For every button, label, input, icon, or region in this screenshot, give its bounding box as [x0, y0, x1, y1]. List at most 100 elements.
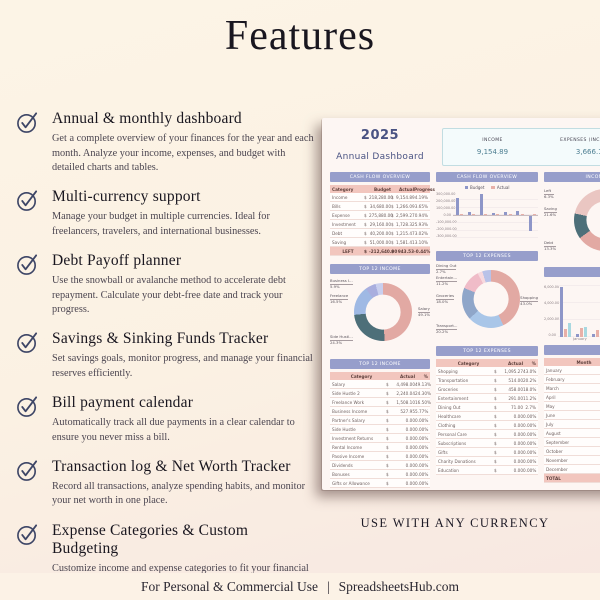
feature-text: Debt Payoff planner Use the snowball or …: [52, 252, 318, 318]
table-row: February $: [544, 375, 600, 384]
section-header-monthly-chart: [544, 267, 600, 277]
footer-site: SpreadsheetsHub.com: [338, 578, 460, 594]
donut-label: Side Hustl... 24.3%: [330, 334, 353, 346]
feature-description: Record all transactions, analyze spendin…: [52, 480, 306, 507]
table-row: Gifts or Allowance $ 0.00 0.00%: [330, 479, 430, 488]
y-tick: 2,000.00: [544, 317, 560, 321]
check-circle-icon: [16, 330, 43, 381]
donut-label: Dining Out 2.7%: [436, 263, 457, 275]
table-row: Saving $ 51,000.00 $ 1,581.41 3.10%: [330, 238, 430, 247]
table-row: March $: [544, 384, 600, 393]
feature-title: Savings & Sinking Funds Tracker: [52, 330, 269, 348]
donut-chart: [574, 189, 600, 251]
table-row: December $: [544, 465, 600, 474]
donut-label: Saving 21.6%: [544, 206, 557, 218]
table-row: Dividends $ 0.00 0.00%: [330, 461, 430, 470]
mockup-column-c: INCOME Left 6.3% Saving 21.6% Debt 13.3%: [544, 172, 600, 483]
y-tick: 200,000.00: [436, 199, 456, 203]
expenses-table-body: Shopping $ 1,095.27 43.0% Transportation…: [436, 367, 538, 475]
table-row: January $: [544, 366, 600, 375]
section-header-cashflow-chart: CASH FLOW OVERVIEW: [436, 172, 538, 182]
month-table-body: January $ February $ March $ Apr: [544, 366, 600, 483]
dashboard-year: 2025: [360, 128, 400, 143]
feature-item: Multi-currency support Manage your budge…: [16, 188, 318, 239]
table-row: Dining Out $ 71.00 2.7%: [436, 403, 538, 412]
footer-separator: |: [326, 578, 330, 594]
donut-label: Groceries 18.0%: [436, 293, 455, 305]
section-header-income-table: TOP 12 INCOME: [330, 359, 430, 369]
donut-label: Debt 13.3%: [544, 240, 557, 252]
table-row: Transportation $ 514.00 20.2%: [436, 376, 538, 385]
table-row: Gifts $ 0.00 0.00%: [436, 448, 538, 457]
table-row: Salary $ 4,498.00 49.13%: [330, 380, 431, 389]
donut-label: Freelance 16.5%: [330, 293, 349, 305]
table-row: June $: [544, 411, 600, 420]
table-row: Personal Care $ 0.00 0.00%: [436, 430, 538, 439]
section-header-month-table: [544, 345, 600, 355]
check-circle-icon: [16, 458, 43, 509]
table-row: Entertainment $ 291.00 11.2%: [436, 394, 538, 403]
check-circle-icon: [16, 110, 43, 176]
table-row: Rental Income $ 0.00 0.00%: [330, 443, 430, 452]
top-income-table: Category Actual % Salary $ 4,498.00 49.1…: [330, 372, 431, 488]
table-row: Groceries $ 458.00 18.0%: [436, 385, 538, 394]
donut-label: Transport... 20.2%: [436, 323, 458, 335]
section-header-top-income-donut: TOP 12 INCOME: [330, 264, 430, 274]
table-row: Shopping $ 1,095.27 43.0%: [436, 367, 538, 376]
chart-legend: Budget Actual: [436, 185, 538, 190]
table-row: Investment Returns $ 0.00 0.00%: [330, 434, 430, 443]
top-expenses-table: Category Actual % Shopping $ 1,095.27 43…: [436, 359, 538, 475]
kpi-card: INCOME 9,154.89 EXPENSES (INCL. BILLS) 3…: [442, 128, 600, 166]
check-circle-icon: [16, 188, 43, 239]
check-circle-icon: [16, 394, 43, 445]
mockup-column-b: CASH FLOW OVERVIEW Budget Actual 300,000.…: [436, 172, 538, 475]
donut-label: Business I... 5.9%: [330, 278, 353, 290]
table-row: Bills $ 34,680.00 $ 1,266.09 3.65%: [330, 202, 430, 211]
y-tick: 300,000.00: [436, 192, 456, 196]
check-circle-icon: [16, 522, 43, 591]
feature-item: Savings & Sinking Funds Tracker Set savi…: [16, 330, 318, 381]
feature-text: Multi-currency support Manage your budge…: [52, 188, 318, 239]
spreadsheet-mockup: 2025 Annual Dashboard INCOME 9,154.89 EX…: [322, 118, 600, 490]
donut-label: Shopping 43.0%: [520, 295, 538, 307]
feature-item: Bill payment calendar Automatically trac…: [16, 394, 318, 445]
table-row: August $: [544, 429, 600, 438]
table-row: Freelance Work $ 1,508.10 16.50%: [330, 398, 431, 407]
monthly-bar-chart: 6,000.00 4,000.00 2,000.00 0.00: [544, 285, 600, 337]
feature-description: Manage your budget in multiple currencie…: [52, 211, 270, 237]
kpi: EXPENSES (INCL. BILLS) 3,666.16: [542, 129, 600, 165]
y-tick: 0.00: [443, 213, 451, 217]
feature-list: Annual & monthly dashboard Get a complet…: [16, 110, 318, 600]
table-row: Side Hustle 2 $ 2,240.04 24.30%: [330, 389, 431, 398]
kpi-label: INCOME: [482, 138, 503, 143]
currency-heading: USE WITH ANY CURRENCY: [360, 516, 550, 530]
table-row: Income $ 218,280.00 $ 9,154.89 4.19%: [330, 193, 430, 202]
table-row: July $: [544, 420, 600, 429]
x-axis: [453, 238, 538, 250]
y-tick: -300,000.00: [436, 234, 457, 238]
donut-chart: [354, 283, 412, 341]
y-tick: -100,000.00: [436, 220, 457, 224]
section-header-cashflow-table: CASH FLOW OVERVIEW: [330, 172, 430, 182]
income-allocation-donut: Left 6.3% Saving 21.6% Debt 13.3%: [544, 185, 600, 257]
feature-title: Annual & monthly dashboard: [52, 110, 242, 127]
table-row: Charity Donations $ 0.00 0.00%: [436, 457, 538, 466]
table-row: Subscriptions $ 0.00 0.00%: [436, 439, 538, 448]
section-header-income-donut: INCOME: [544, 172, 600, 182]
plot-area: [453, 192, 538, 238]
y-tick: 6,000.00: [544, 285, 560, 289]
cashflow-table: Category Budget Actual Progress Income $…: [330, 185, 435, 256]
cashflow-table-body: Income $ 218,280.00 $ 9,154.89 4.19% Bil…: [330, 193, 430, 247]
dashboard-heading: 2025 Annual Dashboard: [330, 128, 430, 162]
table-row: Education $ 0.00 0.00%: [436, 466, 538, 475]
footer-license: For Personal & Commercial Use: [140, 578, 318, 594]
donut-label: Entertain... 11.2%: [436, 275, 458, 287]
check-circle-icon: [16, 252, 43, 318]
table-row: Expense $ 275,880.00 $ 2,599.27 0.94%: [330, 211, 430, 220]
cashflow-table-header: Category Budget Actual Progress: [330, 185, 435, 193]
section-header-expenses-table: TOP 12 EXPENSES: [436, 346, 538, 356]
section-header-top-expenses-donut: TOP 12 EXPENSES: [436, 251, 538, 261]
table-row: November $: [544, 456, 600, 465]
kpi-label: EXPENSES (INCL. BILLS): [560, 138, 600, 143]
